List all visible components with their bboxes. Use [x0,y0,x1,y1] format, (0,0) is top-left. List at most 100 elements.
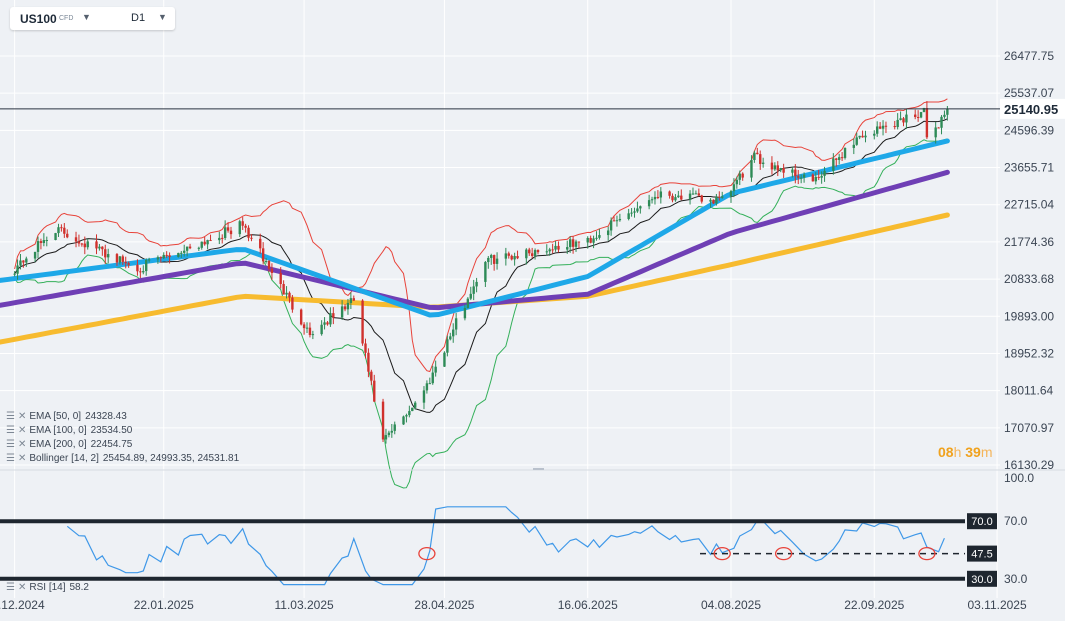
candle-body [507,253,510,256]
price-tick-label: 26477.75 [1004,49,1054,63]
candle-body [63,227,66,234]
current-price-marker: 25140.95 [0,98,1065,119]
candle-body [589,237,592,243]
price-tick-label: 18011.64 [1004,384,1053,398]
legend-ema200[interactable]: ☰ ✕ EMA [200, 0] 22454.75 [6,439,132,450]
candle-body [566,247,569,250]
candle-body [820,175,823,178]
rsi-touch-marker [918,546,936,561]
candle-body [487,257,490,263]
candle-body [627,213,630,219]
candle-body [115,254,119,263]
candle-body [814,176,817,182]
legend-rsi[interactable]: ☰ ✕ RSI [14] 58.2 [6,582,89,593]
price-tick-label: 17070.97 [1004,421,1054,435]
candle-body [873,133,876,136]
candle-body [83,243,86,248]
list-icon[interactable]: ☰ [6,411,15,422]
candle-body [39,241,43,244]
countdown-minutes: 39 [965,444,981,460]
candle-body [261,248,265,262]
candle-body [200,241,203,248]
candle-body [837,157,841,160]
candle-body [454,318,458,330]
symbol-selector[interactable]: US100 CFD ▼ D1 ▼ [10,7,175,30]
list-icon[interactable]: ☰ [6,425,15,436]
candle-body [127,263,130,265]
candle-body [840,157,844,159]
candle-body [592,238,595,243]
legend-ema100[interactable]: ☰ ✕ EMA [100, 0] 23534.50 [6,425,132,436]
candle-body [390,430,394,433]
list-icon[interactable]: ☰ [6,582,15,593]
candle-body [525,249,528,259]
close-icon[interactable]: ✕ [17,453,27,464]
candle-body [902,118,905,123]
list-icon[interactable]: ☰ [6,453,15,464]
candle-body [373,380,376,402]
candle-body [197,247,201,249]
candle-body [472,286,475,294]
candle-body [323,322,326,325]
candle-body [776,165,779,171]
pane-resize-handle[interactable] [533,468,544,470]
candle-body [694,193,698,195]
ema100-params: [100, 0] [53,425,87,436]
candle-body [250,237,253,239]
candle-body [934,127,937,138]
rsi-level-label: 70.0 [971,516,992,528]
timeframe-dropdown-icon[interactable]: ▼ [158,12,167,22]
candle-body [305,327,309,329]
candle-body [66,233,69,238]
candle-body [452,329,455,337]
candle-body [490,255,493,258]
candle-body [639,206,642,209]
symbol-dropdown-icon[interactable]: ▼ [82,12,91,22]
candle-body [791,169,794,173]
candle-body [285,292,288,295]
candle-body [677,195,680,198]
candle-body [905,114,908,123]
candle-body [797,176,800,178]
candle-body [753,152,756,160]
candle-body [536,250,540,253]
close-icon[interactable]: ✕ [17,425,27,436]
candle-body [238,221,241,235]
candle-body [86,241,89,248]
candle-body [756,152,759,155]
price-tick-label: 19893.00 [1004,309,1054,323]
price-tick-label: 22715.04 [1004,198,1054,212]
candle-body [428,383,432,385]
legend-ema50[interactable]: ☰ ✕ EMA [50, 0] 24328.43 [6,411,127,422]
candle-body [98,246,101,249]
candle-body [104,249,107,258]
candle-body [270,268,274,273]
price-tick-label: 21774.36 [1004,235,1054,249]
close-icon[interactable]: ✕ [17,582,27,593]
candle-body [636,208,639,212]
ema200-name: EMA [29,439,51,450]
candle-body [443,352,446,367]
date-tick-label: 11.03.2025 [275,598,334,612]
candle-body [139,271,142,273]
candle-body [925,108,929,138]
candle-body [492,255,496,264]
candle-body [203,241,206,245]
bollinger-mid-line [14,118,948,413]
candle-body [332,313,335,318]
close-icon[interactable]: ✕ [17,439,27,450]
close-icon[interactable]: ✕ [17,411,27,422]
candle-body [852,144,856,148]
rsi-level-label: 47.5 [971,549,992,561]
list-icon[interactable]: ☰ [6,439,15,450]
candle-body [630,212,633,214]
candle-body [311,334,315,336]
candle-body [431,372,434,384]
legend-bollinger[interactable]: ☰ ✕ Bollinger [14, 2] 25454.89, 24993.35, 2… [6,453,240,464]
candle-body [241,221,244,226]
date-tick-label: 04.08.2025 [701,598,761,612]
candle-body [121,256,125,262]
candle-body [513,256,516,260]
candle-body [609,220,613,231]
